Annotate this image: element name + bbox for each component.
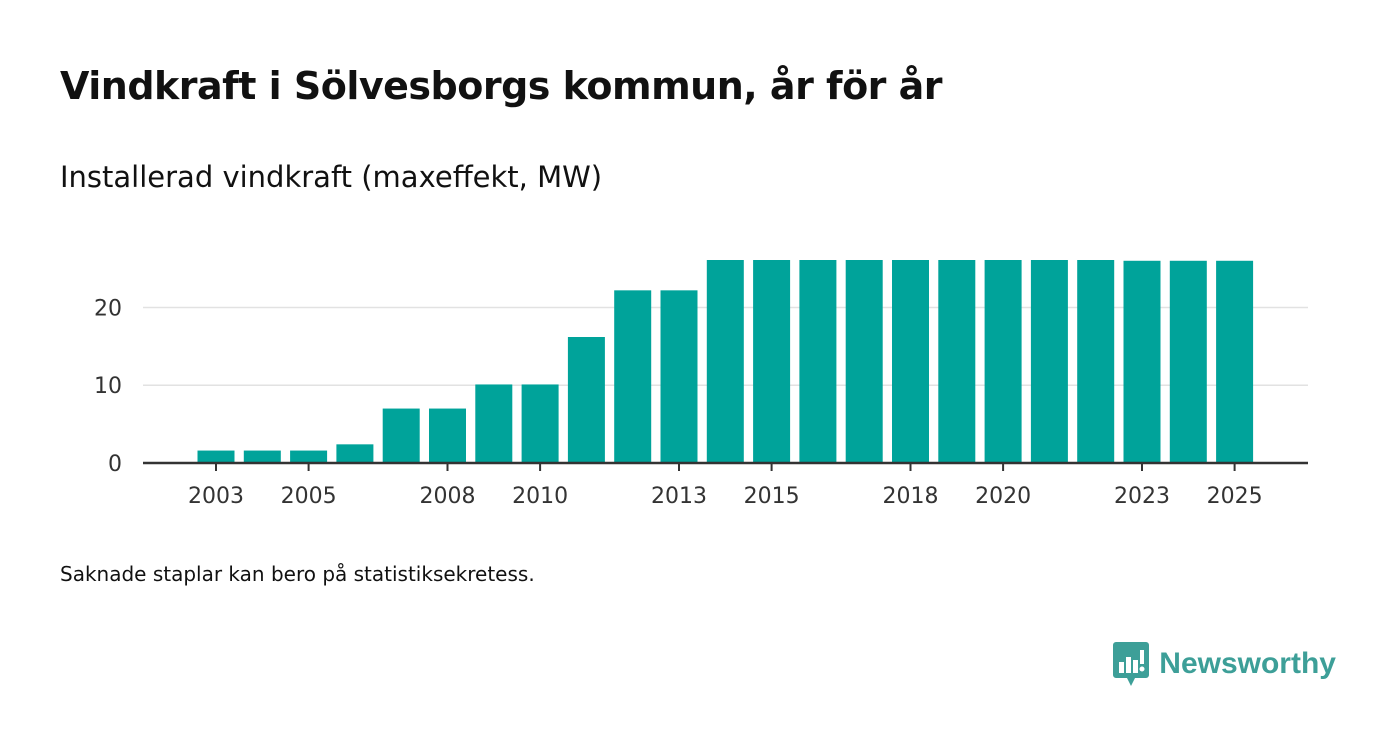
chart-subtitle: Installerad vindkraft (maxeffekt, MW) [60,160,603,194]
x-tick-label-2013: 2013 [651,484,707,509]
x-tick-label-2015: 2015 [744,484,800,509]
x-tick-label-2003: 2003 [188,484,244,509]
bar-2008 [429,408,466,463]
bar-2019 [938,260,976,463]
y-tick-label-20: 20 [94,296,122,321]
x-tick-label-2018: 2018 [883,484,939,509]
bar-2014 [706,260,744,463]
bar-2004 [243,450,281,463]
y-axis-ticks: 0 10 20 [94,296,122,477]
newsworthy-logo-icon [1113,642,1150,686]
x-tick-label-2023: 2023 [1114,484,1170,509]
bar-2009 [475,384,513,463]
bar-2007 [382,408,420,463]
x-tick-label-2005: 2005 [281,484,337,509]
bar-2020 [984,260,1022,463]
bar-2023 [1123,260,1161,463]
bar-2005 [290,450,328,463]
chart-title: Vindkraft i Sölvesborgs kommun, år för å… [60,64,943,108]
bar-2021 [1030,260,1068,463]
bar-2024 [1169,260,1207,463]
x-axis-ticks: 2003 2005 2008 2010 2013 2015 2018 2020 2023 2025 [188,463,1263,509]
bar-2017 [845,260,883,463]
bar-2003 [197,450,235,463]
bar-2016 [799,260,837,463]
y-tick-label-10: 10 [94,374,122,399]
bar-2006 [336,444,374,463]
bar-2011 [567,337,605,463]
x-tick-label-2010: 2010 [512,484,568,509]
x-tick-label-2008: 2008 [420,484,476,509]
x-tick-label-2020: 2020 [975,484,1031,509]
bars [197,260,1254,463]
bar-2018 [892,260,929,463]
x-tick-label-2025: 2025 [1207,484,1263,509]
y-tick-label-0: 0 [108,452,122,477]
brand-logo: Newsworthy [1113,642,1336,686]
bar-2025 [1216,260,1254,463]
bar-2022 [1077,260,1115,463]
bar-2010 [521,384,559,463]
brand-name: Newsworthy [1159,647,1336,680]
bar-2015 [753,260,791,463]
footnote: Saknade staplar kan bero på statistiksek… [60,562,535,586]
bar-2013 [660,290,698,463]
bar-2012 [614,290,652,463]
